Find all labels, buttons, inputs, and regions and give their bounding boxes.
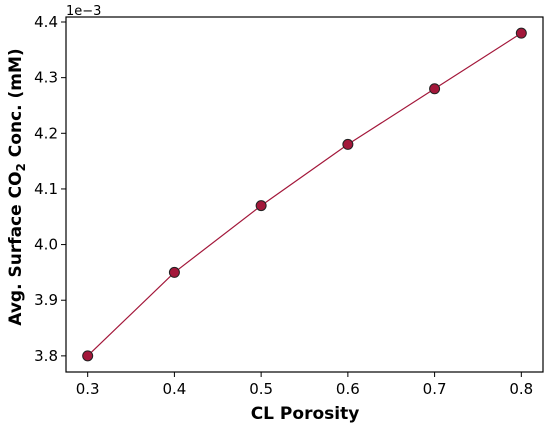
y-tick-label: 3.8 [34, 347, 58, 365]
data-point [429, 83, 441, 95]
data-point [515, 27, 527, 39]
x-tick-label: 0.6 [336, 380, 360, 398]
y-tick-label: 4.3 [34, 69, 58, 87]
y-axis-title-subscript: 2 [14, 163, 28, 171]
x-tick-label: 0.5 [249, 380, 273, 398]
x-tick-label: 0.7 [423, 380, 447, 398]
y-tick-label: 4.2 [34, 124, 58, 142]
data-point [342, 138, 354, 150]
y-axis: 3.8 3.9 4.0 4.1 4.2 4.3 4.4 [34, 13, 66, 365]
data-point [82, 350, 94, 362]
data-point [168, 266, 180, 278]
y-axis-multiplier: 1e−3 [66, 4, 101, 19]
series-line [87, 32, 522, 357]
x-tick-label: 0.8 [509, 380, 533, 398]
y-axis-title-suffix: Conc. (mM) [6, 48, 26, 163]
x-tick-label: 0.3 [76, 380, 100, 398]
y-tick-label: 4.0 [34, 236, 58, 254]
y-tick-label: 3.9 [34, 291, 58, 309]
y-tick-label: 4.1 [34, 180, 58, 198]
y-tick-label: 4.4 [34, 13, 58, 31]
x-axis: 0.3 0.4 0.5 0.6 0.7 0.8 [76, 372, 533, 398]
y-axis-title: Avg. Surface CO2 Conc. (mM) [6, 48, 28, 325]
plot-area [65, 16, 544, 373]
data-point [255, 200, 267, 212]
x-axis-title: CL Porosity [251, 404, 360, 424]
x-tick-label: 0.4 [162, 380, 186, 398]
plot-frame [65, 16, 544, 373]
y-axis-title-prefix: Avg. Surface CO [6, 171, 26, 325]
